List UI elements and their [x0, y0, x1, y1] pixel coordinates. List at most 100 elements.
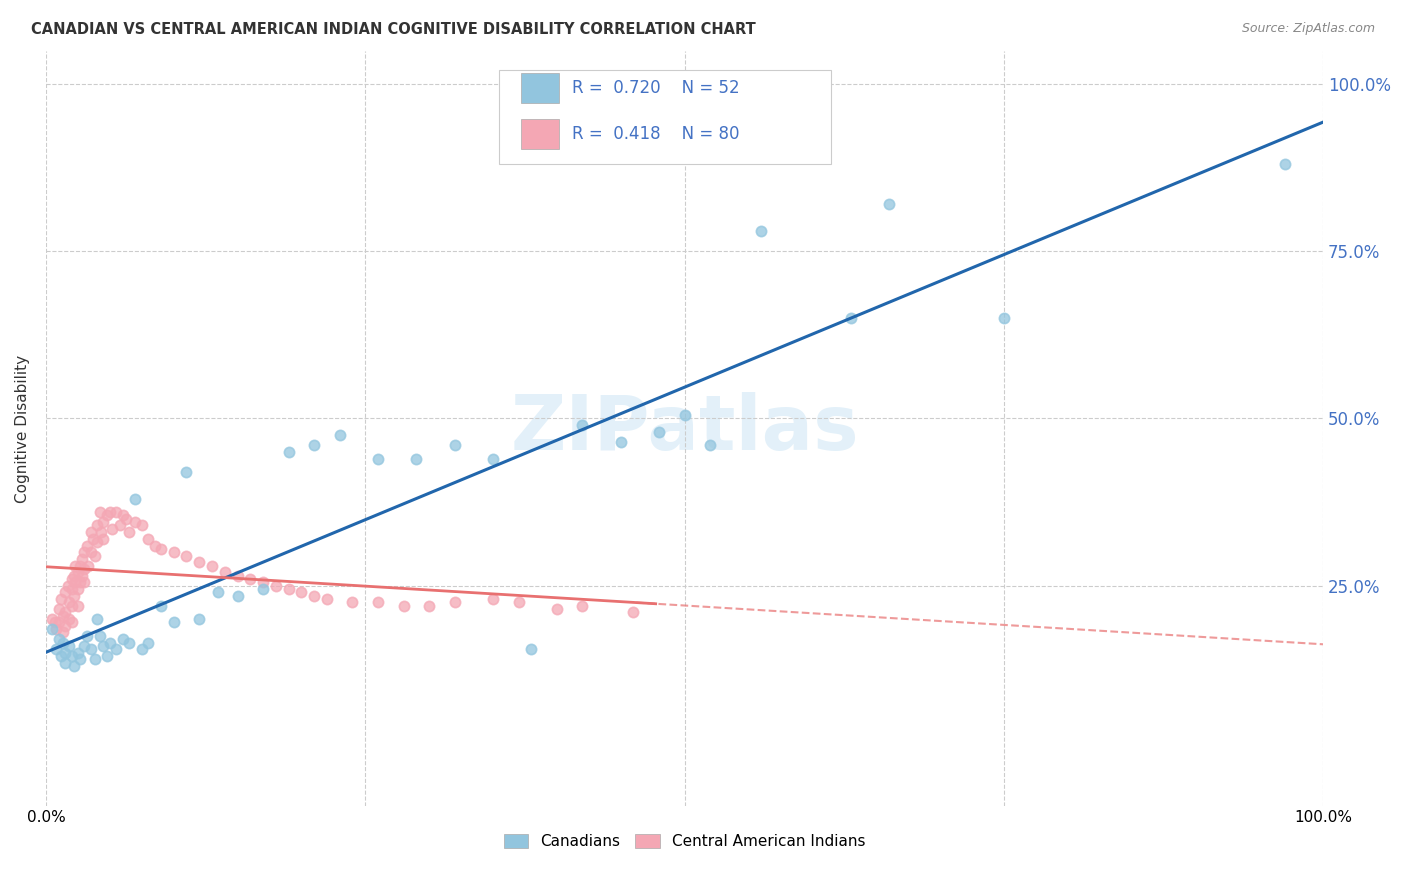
Point — [405, 451, 427, 466]
Point — [252, 575, 274, 590]
Point — [877, 197, 900, 211]
Point — [302, 589, 325, 603]
Point — [63, 568, 86, 582]
Point — [673, 408, 696, 422]
Point — [79, 545, 101, 559]
Point — [392, 599, 415, 613]
Point — [101, 522, 124, 536]
Point — [63, 659, 86, 673]
Point — [45, 642, 67, 657]
Point — [96, 508, 118, 523]
Point — [508, 595, 530, 609]
Point — [53, 656, 76, 670]
Point — [93, 532, 115, 546]
Point — [86, 518, 108, 533]
FancyBboxPatch shape — [499, 70, 831, 164]
Point — [58, 612, 80, 626]
Point — [839, 311, 862, 326]
Point — [52, 635, 75, 649]
Point — [226, 568, 249, 582]
Point — [66, 582, 89, 596]
Point — [96, 648, 118, 663]
Point — [176, 465, 198, 479]
Text: R =  0.720    N = 52: R = 0.720 N = 52 — [572, 79, 740, 97]
Point — [226, 589, 249, 603]
Point — [176, 549, 198, 563]
Point — [443, 438, 465, 452]
Point — [329, 428, 352, 442]
Point — [131, 518, 153, 533]
Point — [93, 639, 115, 653]
Point — [93, 515, 115, 529]
Point — [290, 585, 312, 599]
Point — [207, 585, 229, 599]
Point — [89, 505, 111, 519]
Point — [48, 602, 70, 616]
Point — [149, 541, 172, 556]
Point — [149, 599, 172, 613]
Point — [44, 615, 66, 630]
Point — [749, 224, 772, 238]
Point — [45, 622, 67, 636]
Point — [52, 608, 75, 623]
Point — [53, 646, 76, 660]
Point — [58, 595, 80, 609]
Point — [58, 639, 80, 653]
Point — [124, 491, 146, 506]
Point — [482, 592, 505, 607]
Point — [90, 525, 112, 540]
Point — [264, 579, 287, 593]
Point — [105, 505, 128, 519]
Point — [60, 615, 83, 630]
Point — [163, 545, 186, 559]
Point — [98, 505, 121, 519]
Point — [53, 585, 76, 599]
Point — [60, 572, 83, 586]
Point — [51, 592, 73, 607]
Text: CANADIAN VS CENTRAL AMERICAN INDIAN COGNITIVE DISABILITY CORRELATION CHART: CANADIAN VS CENTRAL AMERICAN INDIAN COGN… — [31, 22, 755, 37]
Point — [83, 652, 105, 666]
Point — [66, 646, 89, 660]
Point — [316, 592, 339, 607]
Point — [51, 648, 73, 663]
Point — [136, 635, 159, 649]
Point — [623, 606, 645, 620]
Point — [60, 648, 83, 663]
Point — [111, 632, 134, 647]
Point — [443, 595, 465, 609]
Text: R =  0.418    N = 80: R = 0.418 N = 80 — [572, 125, 740, 143]
Point — [70, 568, 93, 582]
Point — [79, 525, 101, 540]
Text: 100.0%: 100.0% — [1294, 810, 1353, 825]
Point — [115, 512, 138, 526]
Point — [993, 311, 1015, 326]
Point — [143, 539, 166, 553]
Point — [1274, 157, 1296, 171]
Point — [342, 595, 364, 609]
Point — [111, 508, 134, 523]
Point — [73, 562, 96, 576]
Point — [418, 599, 440, 613]
Y-axis label: Cognitive Disability: Cognitive Disability — [15, 354, 30, 502]
Point — [69, 558, 91, 573]
Point — [201, 558, 224, 573]
Point — [239, 572, 262, 586]
Text: 0.0%: 0.0% — [27, 810, 65, 825]
Point — [76, 539, 98, 553]
Point — [163, 615, 186, 630]
Point — [118, 525, 141, 540]
Point — [520, 642, 543, 657]
Point — [56, 579, 79, 593]
Point — [60, 599, 83, 613]
Point — [118, 635, 141, 649]
Point — [79, 642, 101, 657]
Point — [69, 652, 91, 666]
Point — [277, 582, 299, 596]
Point — [53, 619, 76, 633]
Point — [63, 589, 86, 603]
Point — [609, 434, 631, 449]
Point — [77, 558, 100, 573]
Legend: Canadians, Central American Indians: Canadians, Central American Indians — [498, 828, 872, 855]
Point — [60, 582, 83, 596]
Bar — [522, 73, 560, 103]
